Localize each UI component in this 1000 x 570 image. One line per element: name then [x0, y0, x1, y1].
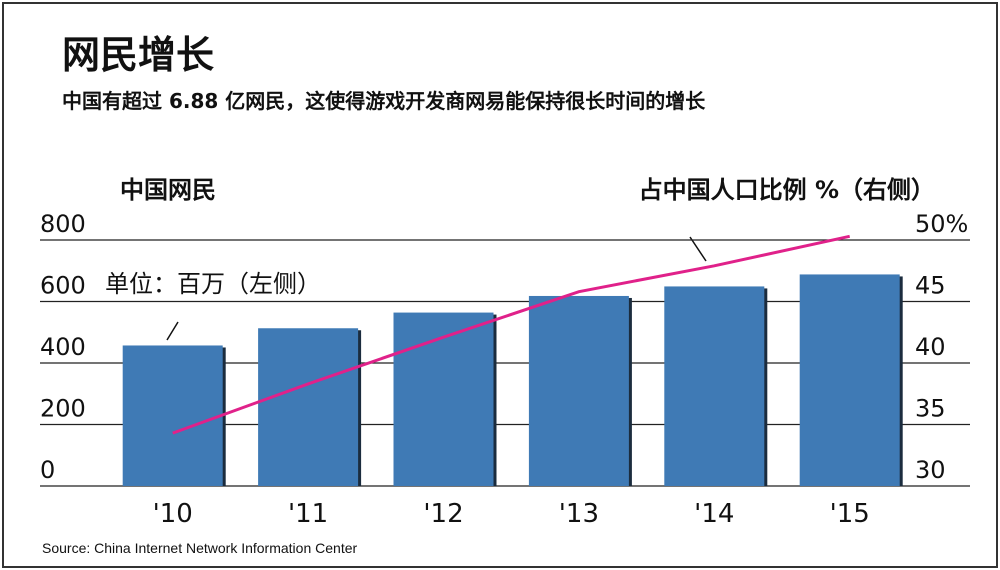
y-tick-label: 200	[40, 395, 86, 423]
y2-tick-label: 45	[915, 272, 946, 300]
bar	[528, 295, 629, 486]
x-tick-label: '13	[559, 499, 599, 529]
y2-tick-label: 50%	[915, 210, 968, 238]
pointer	[166, 321, 179, 341]
bar	[664, 286, 765, 486]
x-tick-label: '10	[153, 499, 193, 529]
y2-tick-label: 30	[915, 456, 946, 484]
pointer	[689, 236, 707, 262]
bar	[122, 345, 223, 486]
chart-title: 网民增长	[62, 33, 214, 77]
line	[172, 234, 851, 435]
bar	[258, 328, 359, 486]
bar	[393, 312, 494, 486]
bar	[799, 274, 900, 486]
unit-note: 单位：百万（左侧）	[105, 270, 321, 298]
y2-tick-label: 35	[915, 395, 946, 423]
x-tick-label: '11	[288, 499, 328, 529]
y-tick-label: 800	[40, 210, 86, 238]
y-tick-label: 0	[40, 456, 55, 484]
source: Source: China Internet Network Informati…	[42, 540, 357, 556]
chart-subtitle: 中国有超过 6.88 亿网民，这使得游戏开发商网易能保持很长时间的增长	[62, 89, 706, 113]
y-tick-label: 400	[40, 333, 86, 361]
y-tick-label: 600	[40, 272, 86, 300]
x-tick-label: '12	[423, 499, 463, 529]
y2-axis-label: 占中国人口比例 %（右侧）	[639, 176, 935, 204]
y-axis-label: 中国网民	[120, 176, 216, 204]
x-tick-label: '14	[694, 499, 734, 529]
y2-tick-label: 40	[915, 333, 946, 361]
x-tick-label: '15	[830, 499, 870, 529]
